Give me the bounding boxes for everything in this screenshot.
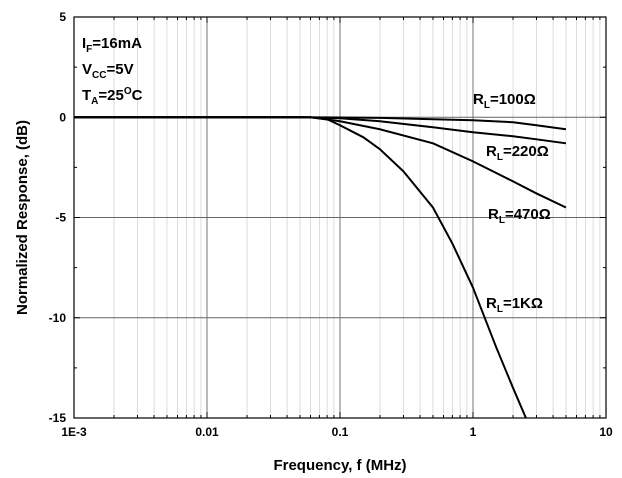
x-tick-label: 1E-3 [61,425,87,439]
y-tick-label: -15 [49,411,67,425]
y-tick-label: -10 [49,311,67,325]
tick-labels: 1E-3 0.01 0.1 1 10 5 0 -5 -10 -15 [49,10,613,439]
y-tick-label: 0 [59,110,66,124]
series-label-1: RL=100Ω [473,91,536,111]
grid-lines [74,17,606,418]
series-label-2: RL=220Ω [486,143,549,163]
annotations: IF=16mA VCC=5V TA=25OC RL=100Ω RL=220Ω RL=470… [82,35,551,315]
x-tick-label: 0.1 [332,425,349,439]
x-tick-label: 0.01 [195,425,219,439]
x-axis-label: Frequency, f (MHz) [273,457,406,474]
axis-ticks [73,16,606,419]
series-label-3: RL=470Ω [488,206,551,226]
x-tick-label: 10 [599,425,613,439]
condition-label-3: TA=25OC [82,86,143,107]
y-axis-label: Normalized Response, (dB) [14,120,31,315]
condition-label-2: VCC=5V [82,61,134,81]
y-tick-label: 5 [59,10,66,24]
series-line-4 [74,116,527,419]
y-tick-label: -5 [55,211,66,225]
x-tick-label: 1 [470,425,477,439]
series-group [74,116,567,419]
condition-label-1: IF=16mA [82,35,142,55]
series-label-4: RL=1KΩ [486,295,543,315]
